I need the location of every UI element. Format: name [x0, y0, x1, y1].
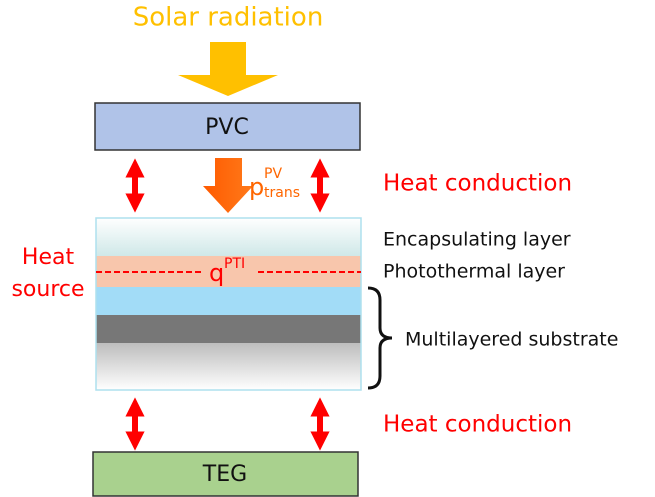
label-bg — [204, 258, 256, 286]
heat-conduction-label: Heat conduction — [383, 412, 572, 438]
stack-border — [95, 217, 362, 391]
substrate-layer — [96, 343, 361, 390]
absorbed-sup: PTI — [224, 256, 245, 272]
transmitted-sup: PV — [264, 166, 282, 182]
pvc-label: PVC — [205, 115, 249, 140]
heat-source-label: Heat — [22, 245, 75, 270]
pvc-box — [94, 102, 361, 151]
transmitted-base: p — [249, 173, 264, 201]
substrate-layer — [96, 287, 361, 315]
arrows-bottom — [125, 397, 330, 451]
heat-conduction-label: Heat conduction — [383, 171, 572, 197]
substrate-layer — [96, 315, 361, 343]
solar-arrow — [178, 42, 278, 96]
title: Solar radiation — [133, 3, 324, 33]
layer-label: Photothermal layer — [383, 261, 565, 283]
teg-box — [92, 451, 359, 497]
heat-source-label: source — [11, 277, 84, 302]
arrows-top — [125, 158, 330, 213]
teg-label: TEG — [202, 462, 247, 487]
encapsulating-layer — [96, 218, 361, 256]
brace — [367, 286, 393, 390]
absorbed-base: q — [209, 259, 224, 287]
transmitted-sub: trans — [264, 185, 300, 201]
transmitted-arrow — [203, 158, 253, 213]
layer-stack — [95, 217, 362, 391]
layer-label: Multilayered substrate — [405, 329, 618, 351]
layer-label: Encapsulating layer — [383, 229, 571, 251]
